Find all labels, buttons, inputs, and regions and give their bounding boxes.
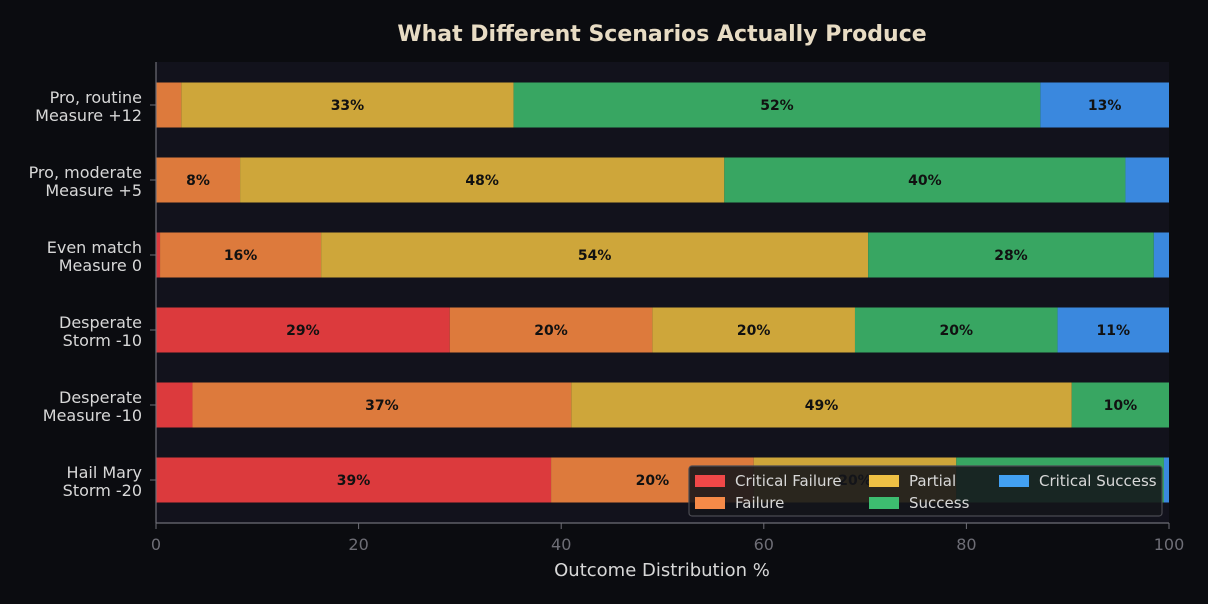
data-label: 10%	[1104, 398, 1138, 414]
bar-segment	[156, 232, 161, 278]
data-label: 49%	[805, 398, 839, 414]
x-axis-label: Outcome Distribution %	[554, 560, 770, 581]
legend: Critical Failure Failure Partial Success Cri…	[688, 465, 1163, 517]
data-label: 33%	[331, 98, 365, 114]
bar-segment	[1071, 382, 1169, 428]
y-tick-label-line: Desperate	[59, 388, 142, 407]
plot-area	[156, 62, 1169, 523]
x-tick-label: 0	[151, 535, 161, 554]
data-label: 40%	[908, 173, 942, 189]
legend-swatch	[869, 475, 899, 487]
x-tick-label: 60	[754, 535, 774, 554]
y-tick-label-line: Hail Mary	[67, 463, 142, 482]
legend-box	[688, 465, 1163, 517]
x-tick-label: 20	[348, 535, 368, 554]
data-label: 16%	[224, 248, 258, 264]
y-tick-label-line: Pro, moderate	[29, 163, 142, 182]
y-tick-label-line: Desperate	[59, 313, 142, 332]
bar-segment	[854, 307, 1058, 353]
data-label: 20%	[636, 473, 670, 489]
bar-segment	[156, 307, 450, 353]
bar-segment	[724, 157, 1126, 203]
legend-swatch	[695, 475, 725, 487]
data-label: 39%	[337, 473, 371, 489]
bar-segment	[449, 307, 653, 353]
y-tick-label-line: Measure +5	[45, 181, 142, 200]
y-tick-label: Pro, routine Measure +12	[35, 88, 142, 125]
data-label: 29%	[286, 323, 320, 339]
data-label: 8%	[186, 173, 210, 189]
bar-segment	[156, 457, 552, 503]
bar-segment	[571, 382, 1072, 428]
data-label: 13%	[1088, 98, 1122, 114]
bar-segment	[1153, 232, 1169, 278]
y-tick-label: Even match Measure 0	[47, 238, 142, 275]
y-tick-label-line: Even match	[47, 238, 142, 257]
data-label: 20%	[737, 323, 771, 339]
x-tick-label: 80	[956, 535, 976, 554]
legend-label: Failure	[735, 494, 784, 512]
y-tick-label: Desperate Measure -10	[43, 388, 142, 425]
chart-title: What Different Scenarios Actually Produc…	[397, 22, 926, 47]
bar-segment	[156, 82, 182, 128]
y-tick-label-line: Storm -20	[63, 481, 142, 500]
bar-segment	[160, 232, 322, 278]
bar-segment	[652, 307, 855, 353]
y-tick-label-line: Pro, routine	[50, 88, 142, 107]
data-label: 20%	[534, 323, 568, 339]
data-label: 28%	[994, 248, 1028, 264]
y-tick-label: Pro, moderate Measure +5	[29, 163, 142, 200]
bar-segment	[240, 157, 725, 203]
legend-swatch	[999, 475, 1029, 487]
bar-segment	[156, 157, 241, 203]
bar-segment	[156, 382, 193, 428]
bar-segment	[1163, 457, 1169, 503]
data-label: 20%	[940, 323, 974, 339]
data-label: 54%	[578, 248, 612, 264]
bar-segment	[868, 232, 1154, 278]
bar-segment	[321, 232, 869, 278]
x-tick-label: 100	[1154, 535, 1185, 554]
y-tick-label-line: Measure 0	[59, 256, 142, 275]
legend-swatch	[869, 497, 899, 509]
legend-label: Critical Failure	[735, 472, 842, 490]
bar-segment	[192, 382, 572, 428]
bar-segment	[513, 82, 1041, 128]
data-label: 37%	[365, 398, 399, 414]
x-tick-label: 40	[551, 535, 571, 554]
y-tick-label: Desperate Storm -10	[59, 313, 142, 350]
data-label: 11%	[1097, 323, 1131, 339]
legend-label: Partial	[909, 472, 956, 490]
y-tick-label-line: Measure -10	[43, 406, 142, 425]
bar-segment	[1040, 82, 1169, 128]
y-tick-label-line: Storm -10	[63, 331, 142, 350]
data-label: 52%	[760, 98, 794, 114]
bar-segment	[1057, 307, 1169, 353]
legend-label: Success	[909, 494, 970, 512]
y-tick-label-line: Measure +12	[35, 106, 142, 125]
data-label: 48%	[465, 173, 499, 189]
legend-swatch	[695, 497, 725, 509]
bar-segment	[181, 82, 514, 128]
y-tick-label: Hail Mary Storm -20	[63, 463, 142, 500]
bar-segment	[1125, 157, 1169, 203]
legend-label: Critical Success	[1039, 472, 1157, 490]
